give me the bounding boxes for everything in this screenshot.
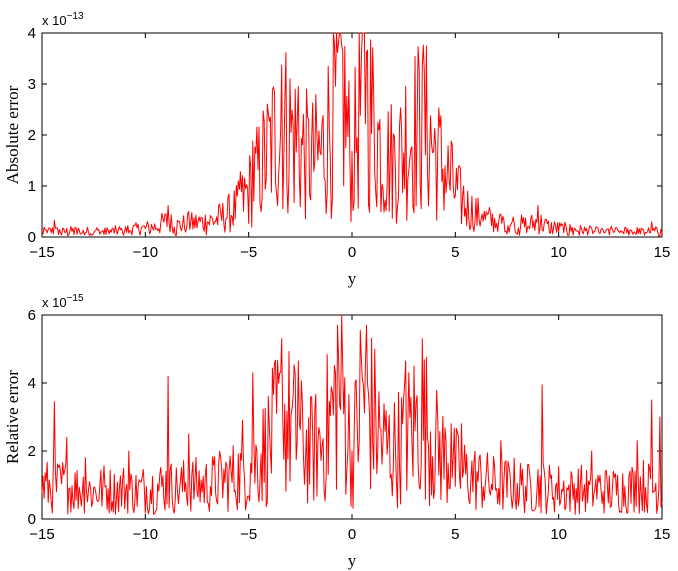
series-line [41,314,663,515]
x-tick-label: 5 [451,526,459,543]
y-tick-label: 0 [28,511,36,528]
series-bottom [41,314,663,515]
y-tick-label: 4 [28,375,36,392]
y-multiplier-base-top: x 10 [42,13,67,28]
x-tick-label: 15 [654,526,671,543]
plot-area-bottom [41,314,663,520]
y-tick-label: 2 [28,127,36,144]
series-line [41,32,663,237]
x-tick-label: −15 [29,244,54,261]
y-multiplier-base-bottom: x 10 [42,295,67,310]
x-tick-label: 10 [550,244,567,261]
x-tick-label: −10 [133,526,158,543]
y-tick-label: 6 [28,307,36,324]
x-tick-label: −15 [29,526,54,543]
y-multiplier-top: x 10−13 [42,11,84,28]
x-tick-label: 10 [550,526,567,543]
y-multiplier-exp-bottom: −15 [67,293,84,304]
x-tick-label: 15 [654,244,671,261]
series-top [41,32,663,237]
relative-error-panel: −15 −10 −5 0 5 10 15 0 2 4 6 Relative error y x 10… [3,293,670,570]
y-tick-label: 0 [28,229,36,246]
ylabel-top: Absolute error [3,85,22,184]
x-tick-label: 5 [451,244,459,261]
y-tick-label: 3 [28,76,36,93]
xlabel-top: y [348,269,357,288]
x-tick-label: −5 [240,244,257,261]
y-multiplier-bottom: x 10−15 [42,293,84,310]
tick-group-bottom: −15 −10 −5 0 5 10 15 0 2 4 6 [28,307,671,543]
tick-group-top: −15 −10 −5 0 5 10 15 0 1 2 3 4 [28,25,671,261]
ylabel-bottom: Relative error [3,370,22,464]
y-multiplier-exp-top: −13 [67,11,84,22]
absolute-error-panel: −15 −10 −5 0 5 10 15 0 1 2 3 4 Absolute error y x 1… [3,11,670,288]
y-tick-label: 4 [28,25,36,42]
x-tick-label: 0 [348,244,356,261]
y-tick-label: 1 [28,178,36,195]
xlabel-bottom: y [348,551,357,570]
y-tick-label: 2 [28,443,36,460]
x-tick-label: −10 [133,244,158,261]
x-tick-label: 0 [348,526,356,543]
x-tick-label: −5 [240,526,257,543]
plot-area-top [41,32,663,238]
